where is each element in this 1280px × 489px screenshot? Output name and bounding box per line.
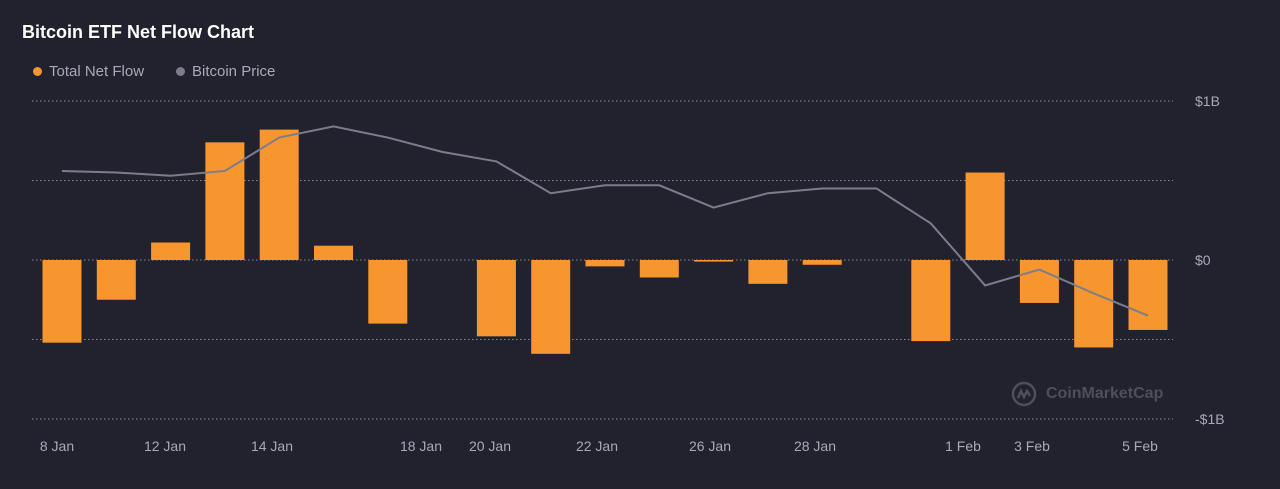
x-tick-label: 3 Feb [1014,438,1050,454]
x-tick-label: 22 Jan [576,438,618,454]
y-tick-label: -$1B [1195,411,1225,427]
x-tick-label: 26 Jan [689,438,731,454]
x-tick-label: 1 Feb [945,438,981,454]
net-flow-bar [639,260,679,278]
net-flow-bar [585,260,625,267]
y-tick-label: $1B [1195,93,1220,109]
net-flow-bar [96,260,136,300]
net-flow-bar [1019,260,1059,303]
net-flow-bar [476,260,516,337]
legend-dot-orange [33,67,42,76]
net-flow-bar [368,260,408,324]
x-tick-label: 5 Feb [1122,438,1158,454]
coinmarketcap-watermark: CoinMarketCap [1010,380,1163,408]
net-flow-bar [531,260,571,354]
legend-dot-gray [176,67,185,76]
net-flow-bar [259,129,299,260]
net-flow-bar [1128,260,1168,330]
x-tick-label: 12 Jan [144,438,186,454]
net-flow-bar [802,260,842,265]
net-flow-bar [151,242,191,260]
legend-label: Bitcoin Price [192,63,276,80]
net-flow-bar [965,172,1005,260]
net-flow-bar [205,142,245,260]
net-flow-bar [1074,260,1114,348]
y-tick-label: $0 [1195,252,1211,268]
net-flow-bar [911,260,951,342]
legend-bitcoin-price[interactable]: Bitcoin Price [176,63,275,80]
legend-label: Total Net Flow [49,63,145,80]
x-tick-label: 20 Jan [469,438,511,454]
net-flow-bar [42,260,82,343]
net-flow-bar [694,260,734,262]
chart-title: Bitcoin ETF Net Flow Chart [22,22,254,42]
x-tick-label: 18 Jan [400,438,442,454]
x-tick-label: 14 Jan [251,438,293,454]
x-tick-label: 8 Jan [40,438,74,454]
coinmarketcap-logo-icon [1011,381,1037,407]
net-flow-bar [748,260,788,284]
legend-total-net-flow[interactable]: Total Net Flow [33,63,144,80]
x-tick-label: 28 Jan [794,438,836,454]
bitcoin-price-line [61,125,1149,317]
net-flow-bar [314,245,353,260]
